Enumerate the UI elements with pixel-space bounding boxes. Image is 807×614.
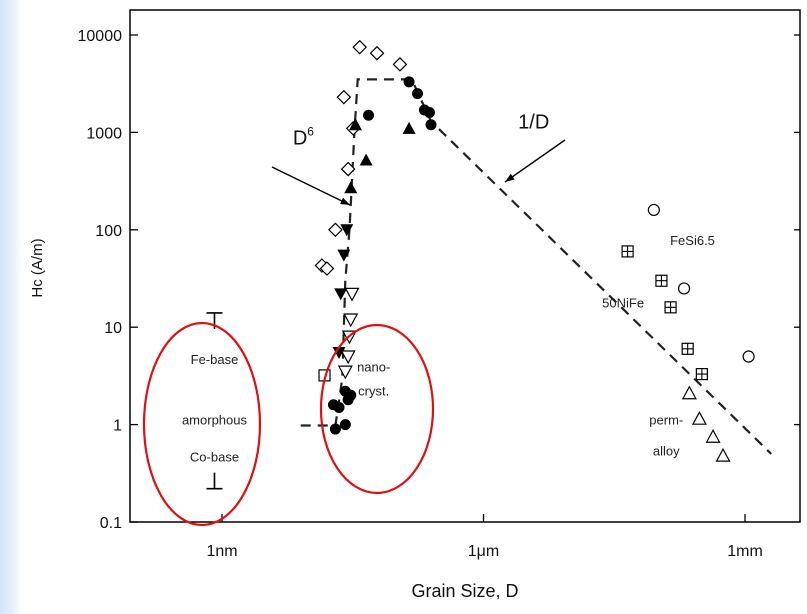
annotation-label: amorphous bbox=[182, 413, 248, 428]
filled-circle-point bbox=[342, 394, 354, 406]
filled-circle-point bbox=[363, 109, 375, 121]
filled-circle-point bbox=[333, 401, 345, 413]
x-tick-label: 1mm bbox=[727, 543, 763, 560]
filled-triangle-up-point bbox=[402, 121, 416, 134]
plot-frame bbox=[129, 9, 801, 523]
open-diamond-point bbox=[352, 39, 368, 55]
annotation-label: nano- bbox=[357, 360, 390, 375]
filled-circle-point bbox=[329, 423, 341, 435]
y-tick-label: 10 bbox=[104, 320, 122, 337]
arrow-d6 bbox=[271, 166, 351, 206]
annotation-label: cryst. bbox=[358, 383, 389, 398]
arrow-1-over-d bbox=[504, 139, 566, 183]
boxed-plus-point-cross bbox=[622, 245, 634, 257]
boxed-plus-point-cross bbox=[682, 343, 694, 355]
open-circle-point bbox=[647, 203, 660, 217]
open-diamond-point bbox=[340, 161, 356, 177]
open-triangle-down-point bbox=[337, 365, 353, 380]
annotation-label: Co-base bbox=[190, 449, 239, 464]
filled-circle-point bbox=[339, 419, 351, 431]
x-tick-label: 1μm bbox=[468, 543, 499, 560]
filled-triangle-up-point bbox=[359, 153, 373, 166]
arrow-d6-head bbox=[340, 197, 350, 205]
open-triangle-up-point bbox=[705, 429, 721, 443]
annotation-label: 50NiFe bbox=[602, 295, 644, 310]
open-triangle-down-point bbox=[343, 313, 359, 328]
filled-triangle-down-point bbox=[334, 288, 348, 301]
y-tick-label: 1000 bbox=[86, 125, 122, 142]
highlight-nanocryst-ellipse bbox=[319, 323, 435, 495]
filled-triangle-up-point bbox=[344, 181, 358, 194]
dashed-trend-line bbox=[300, 78, 772, 455]
annotation-label: perm- bbox=[649, 413, 683, 428]
open-triangle-up-point bbox=[681, 385, 697, 400]
open-diamond-point bbox=[328, 222, 343, 238]
y-tick-label: 10000 bbox=[78, 28, 123, 45]
filled-triangle-down-point bbox=[340, 224, 354, 237]
filled-circle-point bbox=[412, 88, 424, 100]
filled-triangle-down-point bbox=[332, 346, 346, 359]
filled-triangle-down-point bbox=[337, 249, 351, 262]
y-tick-label: 1 bbox=[113, 418, 122, 435]
open-circle-point bbox=[677, 282, 691, 295]
filled-circle-point bbox=[423, 107, 435, 119]
annotation-label: 1/D bbox=[518, 111, 549, 133]
highlight-amorphous-ellipse bbox=[142, 321, 262, 527]
annotation-label: Fe-base bbox=[191, 352, 239, 367]
open-triangle-down-point bbox=[344, 287, 360, 302]
t-bar-point bbox=[206, 472, 223, 490]
open-diamond-point bbox=[336, 89, 352, 105]
open-triangle-up-point bbox=[691, 410, 707, 425]
open-circle-point bbox=[742, 350, 755, 363]
annotation-text: D bbox=[293, 128, 307, 150]
open-triangle-up-point bbox=[715, 447, 731, 462]
filled-circle-point bbox=[403, 76, 415, 88]
x-axis-label: Grain Size, D bbox=[411, 581, 518, 601]
filled-circle-point bbox=[425, 119, 437, 131]
y-axis-label: Hc (A/m) bbox=[29, 238, 46, 297]
x-tick-label: 1nm bbox=[206, 543, 237, 560]
open-diamond-point bbox=[319, 261, 335, 276]
annotation-superscript: 6 bbox=[307, 125, 314, 139]
open-diamond-point bbox=[392, 56, 408, 72]
y-tick-label: 0.1 bbox=[100, 515, 122, 532]
filled-triangle-up-point bbox=[348, 118, 362, 131]
boxed-plus-point-cross bbox=[655, 275, 667, 287]
arrow-1-over-d-head bbox=[505, 173, 515, 182]
y-tick-label: 100 bbox=[95, 223, 122, 240]
open-triangle-down-point bbox=[340, 350, 356, 365]
open-diamond-point bbox=[369, 45, 385, 61]
annotation-label: alloy bbox=[653, 444, 680, 459]
annotation-label: D6 bbox=[293, 125, 314, 150]
annotation-label: FeSi6.5 bbox=[670, 233, 715, 248]
boxed-plus-point-cross bbox=[665, 301, 677, 313]
boxed-plus-point-cross bbox=[696, 368, 708, 380]
